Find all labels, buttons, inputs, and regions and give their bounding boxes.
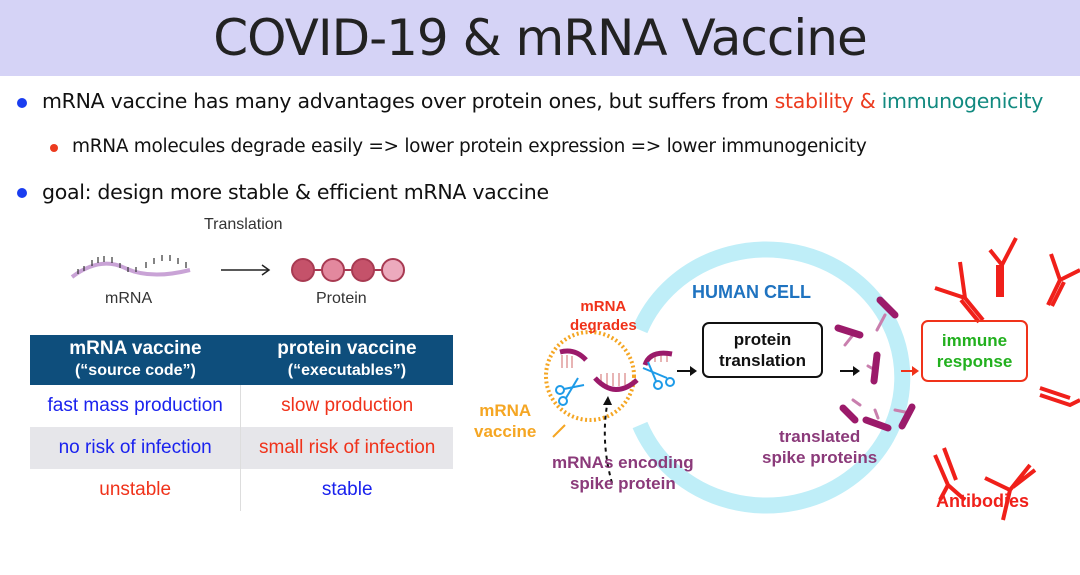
immunogenicity-text: immunogenicity bbox=[881, 89, 1044, 113]
bullet-dot bbox=[17, 188, 27, 198]
table-row: fast mass production slow production bbox=[30, 385, 453, 427]
table-row: unstable stable bbox=[30, 469, 453, 511]
mrna-strand-icon bbox=[70, 255, 191, 279]
header-main: protein vaccine bbox=[277, 338, 417, 359]
comparison-table: mRNA vaccine (“source code”) protein vacc… bbox=[30, 335, 453, 511]
header-main: mRNA vaccine bbox=[69, 338, 202, 359]
label-line: mRNAs encoding bbox=[552, 453, 694, 472]
protein-label: Protein bbox=[316, 290, 367, 307]
label-line: protein bbox=[733, 329, 792, 349]
stability-text: stability bbox=[774, 89, 854, 113]
mrna-fragments bbox=[559, 348, 673, 392]
dashed-arrow bbox=[603, 399, 613, 484]
amp-text: & bbox=[853, 89, 882, 113]
label-line: translated bbox=[779, 427, 861, 446]
table-cell: small risk of infection bbox=[240, 427, 453, 469]
bullet-1: mRNA vaccine has many advantages over pr… bbox=[42, 89, 1043, 113]
title-bar: COVID-19 & mRNA Vaccine bbox=[0, 0, 1080, 76]
label-line: vaccine bbox=[474, 422, 537, 442]
antibodies bbox=[933, 237, 1080, 521]
mrna-vaccine-particle bbox=[544, 330, 636, 422]
sub-bullet-dot bbox=[50, 144, 58, 152]
mrna-vaccine-label: mRNA vaccine bbox=[474, 400, 536, 443]
spike-proteins bbox=[834, 296, 916, 432]
arrow-icon bbox=[901, 366, 919, 376]
table-header-protein: protein vaccine (“executables”) bbox=[240, 335, 453, 385]
table-cell: slow production bbox=[240, 385, 453, 427]
translated-spike-label: translated spike proteins bbox=[762, 426, 877, 469]
table-cell: no risk of infection bbox=[30, 427, 241, 469]
arrow-icon bbox=[840, 366, 860, 376]
protein-chain-icon bbox=[291, 258, 405, 282]
immune-response-box: immune response bbox=[921, 320, 1028, 382]
protein-translation-box: protein translation bbox=[702, 322, 823, 378]
human-cell-membrane bbox=[632, 241, 911, 514]
table-cell: unstable bbox=[99, 479, 172, 500]
mrna-degrades-label: mRNA degrades bbox=[570, 298, 637, 336]
table-cell: fast mass production bbox=[47, 395, 223, 416]
label-line: spike protein bbox=[569, 474, 676, 494]
table-row: no risk of infection small risk of infect… bbox=[30, 427, 453, 469]
translation-title: Translation bbox=[204, 216, 283, 233]
table-header-mrna: mRNA vaccine (“source code”) bbox=[30, 335, 241, 385]
label-line: mRNA bbox=[479, 401, 532, 420]
scissors-icon bbox=[642, 361, 675, 390]
header-sub: (“executables”) bbox=[287, 362, 407, 379]
sub-bullet: mRNA molecules degrade easily => lower p… bbox=[72, 136, 867, 157]
arrow-icon bbox=[677, 366, 697, 376]
arrow-icon bbox=[221, 264, 271, 276]
bullet-2: goal: design more stable & efficient mRN… bbox=[42, 180, 549, 204]
table-cell: stable bbox=[240, 469, 453, 511]
human-cell-label: HUMAN CELL bbox=[692, 282, 811, 302]
header-sub: (“source code”) bbox=[74, 362, 196, 379]
mrna-label: mRNA bbox=[105, 290, 153, 307]
scissors-icon bbox=[555, 377, 585, 406]
label-line: mRNA bbox=[580, 298, 627, 315]
bullet-text: mRNA vaccine has many advantages over pr… bbox=[42, 89, 775, 113]
slide-title: COVID-19 & mRNA Vaccine bbox=[213, 9, 868, 67]
antibodies-label: Antibodies bbox=[936, 491, 1029, 511]
label-line: immune bbox=[941, 330, 1008, 350]
bullet-dot bbox=[17, 98, 27, 108]
label-line: degrades bbox=[570, 316, 637, 334]
label-line: response bbox=[936, 352, 1013, 371]
mrnas-encoding-label: mRNAs encoding spike protein bbox=[552, 452, 694, 495]
label-line: translation bbox=[719, 351, 806, 370]
label-line: spike proteins bbox=[762, 448, 878, 468]
